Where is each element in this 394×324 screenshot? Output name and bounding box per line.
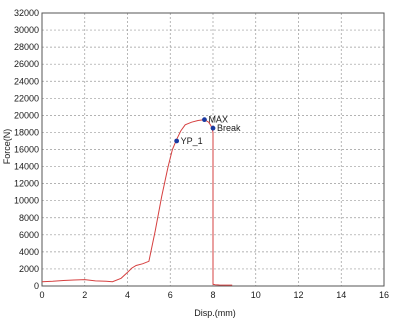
y-tick-label: 22000: [14, 93, 39, 103]
grid-layer: [42, 13, 384, 286]
annotation-label: YP_1: [181, 136, 203, 146]
y-tick-label: 8000: [19, 213, 39, 223]
y-tick-label: 0: [34, 281, 39, 291]
annotation-label: Break: [217, 123, 241, 133]
plot-frame: [41, 12, 385, 287]
y-tick-label: 2000: [19, 264, 39, 274]
y-axis-title: Force(N): [2, 129, 12, 165]
y-tick-labels: 0 2000 4000 6000 8000 10000 12000 14000 16000 180…: [14, 8, 39, 291]
x-axis-title: Disp.(mm): [194, 308, 236, 318]
y-tick-label: 24000: [14, 76, 39, 86]
y-tick-label: 4000: [19, 247, 39, 257]
y-tick-label: 12000: [14, 179, 39, 189]
x-tick-label: 2: [82, 290, 87, 300]
y-tick-label: 32000: [14, 8, 39, 18]
y-tick-label: 26000: [14, 59, 39, 69]
x-tick-label: 14: [336, 290, 346, 300]
annotation-marker: [174, 138, 180, 144]
y-tick-label: 18000: [14, 127, 39, 137]
y-tick-label: 14000: [14, 162, 39, 172]
x-tick-labels: 0 2 4 6 8 10 12 14 16: [39, 290, 389, 300]
x-tick-label: 16: [379, 290, 389, 300]
y-tick-label: 20000: [14, 110, 39, 120]
annotation-marker: [202, 117, 207, 123]
y-tick-label: 6000: [19, 230, 39, 240]
annotation-marker: [210, 125, 216, 131]
x-tick-label: 8: [210, 290, 215, 300]
y-tick-label: 28000: [14, 42, 39, 52]
x-tick-label: 4: [125, 290, 130, 300]
series-line: [41, 119, 233, 286]
x-tick-label: 12: [293, 290, 303, 300]
x-tick-label: 0: [39, 290, 44, 300]
x-tick-label: 6: [168, 290, 173, 300]
x-tick-label: 10: [251, 290, 261, 300]
y-tick-label: 16000: [14, 145, 39, 155]
annotation-label: MAX: [208, 115, 228, 125]
y-tick-label: 10000: [14, 196, 39, 206]
y-tick-label: 30000: [14, 25, 39, 35]
